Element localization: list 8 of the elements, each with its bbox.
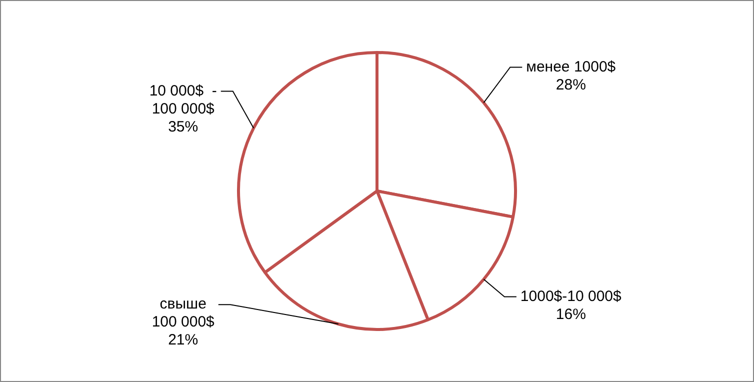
slice-label: 10 000$ - 100 000$: [149, 82, 217, 118]
slice-label: менее 1000$: [526, 58, 616, 76]
data-label: 16%: [556, 306, 586, 323]
slice-label: свыше 100 000$: [152, 296, 216, 331]
data-label: 28%: [556, 76, 586, 94]
slice-label: 1000$-10 000$: [520, 288, 622, 305]
data-label: 21%: [168, 332, 198, 349]
data-label: 35%: [168, 118, 198, 136]
